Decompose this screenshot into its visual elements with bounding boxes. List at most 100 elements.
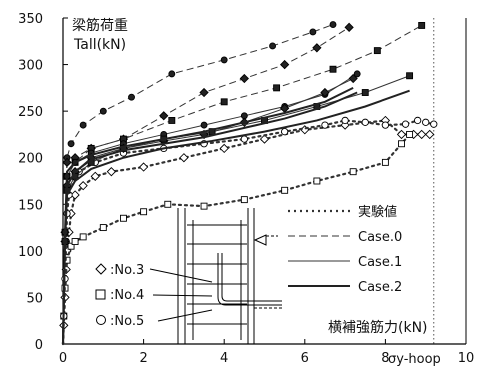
data-point-circle: [341, 116, 349, 125]
data-point-square: [200, 202, 208, 210]
data-point-diamond: [179, 153, 189, 163]
data-point-diamond: [62, 157, 72, 168]
circle-icon: [96, 315, 106, 325]
data-point-diamond: [417, 129, 427, 140]
data-point-square: [71, 238, 79, 245]
data-point-diamond: [396, 129, 407, 140]
y-tick-label: 150: [18, 198, 43, 213]
series-line: [62, 86, 354, 345]
data-point-diamond: [340, 120, 350, 130]
load-arrow-icon: [253, 234, 267, 246]
x-axis-title: 横補強筋力(kN): [328, 319, 428, 336]
data-point-diamond: [159, 111, 169, 121]
x-tick-label: 6: [301, 351, 309, 366]
series-no5-thin: [61, 70, 361, 345]
data-point-diamond: [138, 162, 149, 172]
data-point-circle: [240, 135, 249, 143]
leader-no4: [152, 294, 213, 297]
y-tick-label: 0: [35, 338, 43, 353]
specimen-label-no4: :No.4: [110, 288, 144, 303]
data-point-circle: [79, 121, 87, 129]
data-point-circle: [413, 116, 422, 125]
data-point-square: [373, 47, 381, 55]
data-point-square: [164, 200, 172, 208]
data-point-square: [79, 233, 87, 241]
data-point-circle: [329, 21, 337, 28]
y-tick-label: 300: [18, 59, 43, 74]
data-point-diamond: [239, 73, 249, 84]
y-tick-label: 350: [18, 12, 43, 27]
data-point-circle: [269, 42, 277, 50]
data-point-square: [381, 158, 389, 166]
data-point-circle: [220, 56, 228, 64]
data-point-square: [168, 117, 176, 124]
legend: 実験値 Case.0 Case.1 Case.2: [288, 204, 402, 295]
y-tick-label: 50: [26, 291, 43, 306]
legend-label-case0: Case.0: [358, 230, 402, 245]
data-point-square: [220, 98, 228, 106]
data-point-circle: [309, 28, 317, 36]
specimen-legend: :No.3 :No.4 :No.5: [95, 263, 144, 329]
x-tick-label: 0: [59, 351, 67, 366]
y-tick-label: 250: [18, 105, 43, 120]
data-point-circle: [422, 118, 430, 126]
data-point-circle: [353, 70, 361, 78]
data-point-circle: [67, 140, 75, 148]
data-point-square: [140, 208, 148, 216]
data-point-circle: [168, 70, 176, 78]
specimen-label-no3: :No.3: [110, 263, 144, 278]
data-point-square: [398, 140, 405, 148]
data-point-circle: [401, 120, 410, 128]
data-point-square: [313, 177, 321, 185]
data-point-circle: [361, 118, 369, 126]
data-point-diamond: [425, 129, 435, 140]
data-point-diamond: [219, 143, 229, 154]
legend-label-case2: Case.2: [358, 280, 402, 295]
data-point-circle: [430, 120, 438, 128]
series-line: [62, 89, 410, 345]
data-point-diamond: [199, 87, 209, 98]
data-point-circle: [128, 93, 135, 101]
series-no4-thick: [62, 89, 410, 345]
data-point-square: [281, 186, 289, 194]
series-no4-dotted: [60, 130, 414, 346]
data-point-diamond: [90, 171, 100, 181]
series-line: [62, 73, 358, 345]
x-tick-label: 2: [139, 351, 147, 366]
yield-label: σy-hoop: [388, 352, 441, 367]
data-point-diamond: [259, 134, 270, 144]
y-tick-label: 200: [18, 152, 43, 167]
data-point-square: [418, 22, 426, 29]
data-point-diamond: [348, 73, 358, 84]
data-point-square: [273, 84, 281, 92]
data-point-square: [361, 89, 369, 96]
square-icon: [95, 289, 106, 300]
data-point-square: [119, 144, 127, 152]
series-layer: [59, 21, 438, 346]
data-point-circle: [200, 121, 208, 129]
y-tick-label: 100: [18, 245, 43, 260]
data-point-square: [349, 168, 357, 176]
x-tick-label: 4: [220, 351, 228, 366]
data-point-square: [99, 224, 107, 232]
leader-no5: [157, 309, 213, 322]
data-point-square: [240, 196, 248, 204]
data-point-diamond: [280, 59, 290, 70]
leader-no3: [149, 268, 213, 283]
data-point-diamond: [312, 43, 322, 53]
x-tick-label: 8: [381, 351, 389, 366]
data-point-circle: [99, 107, 107, 115]
data-point-square: [406, 130, 414, 138]
data-point-square: [67, 242, 75, 250]
data-point-diamond: [344, 22, 354, 32]
data-point-diamond: [106, 167, 116, 177]
series-line: [62, 26, 350, 345]
data-point-diamond: [320, 87, 330, 98]
diamond-icon: [95, 263, 107, 275]
legend-label-case1: Case.1: [358, 255, 402, 270]
data-point-circle: [280, 127, 289, 136]
x-tick-label: 10: [458, 351, 475, 366]
